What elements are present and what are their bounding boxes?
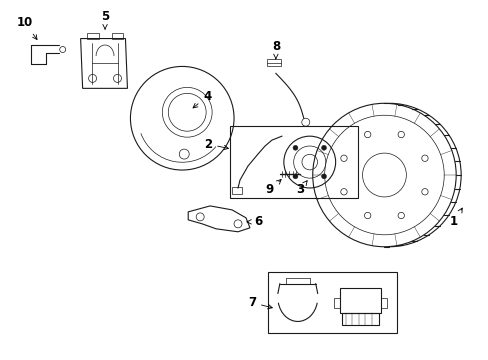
Bar xyxy=(229,126,357,198)
Bar xyxy=(267,272,397,333)
Bar xyxy=(111,32,123,39)
Bar xyxy=(333,298,339,307)
Bar xyxy=(266,59,280,67)
Bar xyxy=(86,32,99,39)
Text: 1: 1 xyxy=(449,208,461,228)
Bar xyxy=(381,298,386,307)
Text: 3: 3 xyxy=(295,181,306,197)
Text: 2: 2 xyxy=(203,138,228,150)
Bar xyxy=(341,314,379,325)
Circle shape xyxy=(321,174,326,179)
Bar xyxy=(232,187,242,194)
Text: 8: 8 xyxy=(271,40,280,59)
Circle shape xyxy=(292,174,297,179)
Circle shape xyxy=(292,145,297,150)
Text: 9: 9 xyxy=(265,180,281,197)
Text: 10: 10 xyxy=(17,16,37,40)
Text: 7: 7 xyxy=(247,296,272,309)
Circle shape xyxy=(179,149,189,159)
Bar xyxy=(339,288,381,314)
Text: 5: 5 xyxy=(101,10,109,29)
Text: 4: 4 xyxy=(193,90,211,108)
Text: 6: 6 xyxy=(246,215,262,228)
Circle shape xyxy=(321,145,326,150)
